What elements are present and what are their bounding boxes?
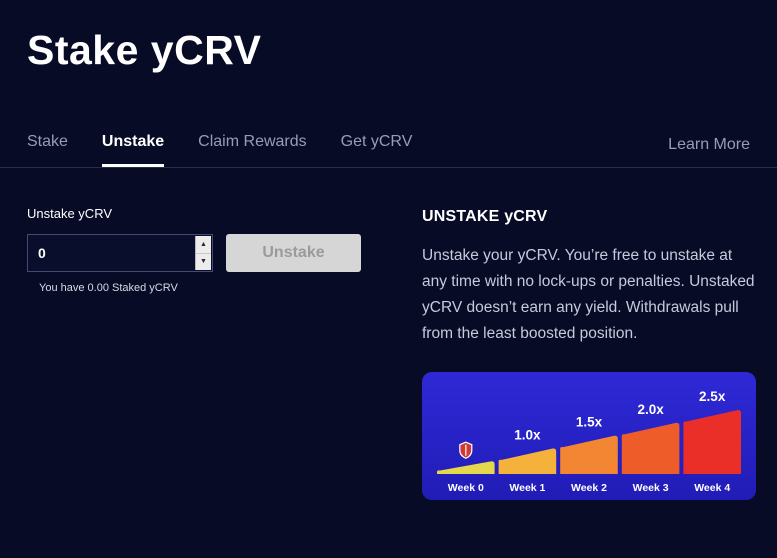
info-heading: UNSTAKE yCRV — [422, 208, 548, 225]
boost-bar — [437, 461, 495, 474]
multiplier-label: 1.5x — [576, 415, 603, 430]
tab-unstake[interactable]: Unstake — [101, 133, 165, 167]
info-panel: UNSTAKE yCRV Unstake your yCRV. You’re f… — [422, 208, 756, 500]
tab-get-ycrv[interactable]: Get yCRV — [340, 133, 413, 150]
amount-input-box: ▲ ▼ — [27, 234, 213, 272]
info-body: Unstake your yCRV. You’re free to unstak… — [422, 247, 755, 342]
number-spinner: ▲ ▼ — [195, 236, 211, 270]
boost-chart-svg: Week 0 1.0x Week 1 1.5x Week 2 2.0x Week 3 2.5x… — [422, 372, 756, 500]
tab-bar: Stake Unstake Claim Rewards Get yCRV Learn M… — [0, 118, 777, 168]
page-title: Stake yCRV — [27, 27, 262, 73]
tab-claim-rewards[interactable]: Claim Rewards — [198, 133, 307, 150]
multiplier-label: 2.0x — [637, 402, 664, 417]
week-label: Week 2 — [571, 482, 607, 494]
week-label: Week 0 — [448, 482, 484, 494]
boost-bar — [498, 448, 557, 474]
learn-more-link[interactable]: Learn More — [668, 136, 750, 153]
boost-bar — [560, 435, 618, 474]
amount-input[interactable] — [28, 245, 195, 261]
boost-bar — [683, 410, 741, 474]
boost-chart: Week 0 1.0x Week 1 1.5x Week 2 2.0x Week 3 2.5x… — [422, 372, 756, 500]
week-label: Week 3 — [633, 482, 669, 494]
unstake-form: Unstake yCRV ▲ ▼ Unstake You have 0.00 S… — [27, 206, 397, 294]
week-label: Week 4 — [694, 482, 730, 494]
shield-icon — [459, 441, 473, 459]
multiplier-label: 1.0x — [514, 427, 541, 442]
boost-bar — [621, 422, 680, 474]
multiplier-label: 2.5x — [699, 389, 726, 404]
week-label: Week 1 — [509, 482, 545, 494]
tab-stake[interactable]: Stake — [27, 133, 68, 150]
unstake-button[interactable]: Unstake — [226, 234, 361, 272]
spinner-up-icon[interactable]: ▲ — [196, 236, 211, 254]
spinner-down-icon[interactable]: ▼ — [200, 258, 207, 266]
staked-balance-text: You have 0.00 Staked yCRV — [39, 282, 178, 294]
amount-label: Unstake yCRV — [27, 206, 113, 221]
